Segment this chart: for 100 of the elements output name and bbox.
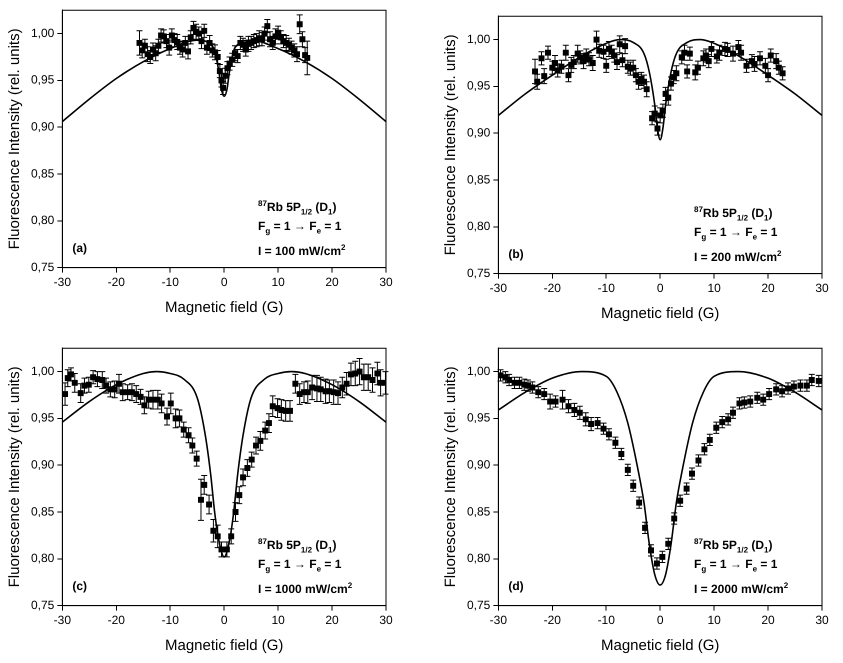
point [766,391,772,398]
x-tick-label: 20 [325,613,340,628]
x-tick-label: 20 [761,613,776,628]
point [741,400,748,406]
x-tick-label: -20 [544,613,562,628]
x-tick-label: 0 [656,281,664,296]
x-tick-label: 0 [656,613,664,628]
annotation: I = 1000 mW/cm$^{2}$ [258,580,352,598]
y-tick-label: 0,90 [30,458,55,472]
point [659,554,666,560]
y-tick-label: 0,85 [466,504,491,518]
point [760,396,766,403]
point [506,377,512,383]
annotation: F$_{g}$ = 1 → F$_{e}$ = 1 [258,218,342,238]
point [630,482,636,489]
x-tick-label: 10 [271,613,286,628]
x-axis-title: Magnetic field (G) [600,305,720,322]
x-tick-label: 30 [815,281,829,296]
point [624,466,631,473]
x-tick-label: 10 [271,275,286,290]
point [636,500,642,506]
y-tick-label: 0,80 [466,551,491,566]
point [725,416,732,422]
annotation: $^{87}$Rb 5P$_{1/2}$ (D$_{1}$) [258,198,336,216]
y-tick-label: 0,80 [30,551,55,566]
annotation: (b) [508,246,524,263]
point [582,416,589,422]
point [606,431,612,438]
x-tick-label: 0 [220,275,228,290]
annotation: F$_{g}$ = 1 → F$_{e}$ = 1 [694,224,778,244]
y-tick-label: 0,90 [30,120,55,134]
y-tick-label: 0,80 [466,219,491,234]
annotation: I = 100 mW/cm$^{2}$ [258,242,346,260]
x-tick-label: -30 [490,613,508,628]
y-tick-label: 0,95 [466,410,491,425]
annotation: I = 200 mW/cm$^{2}$ [694,248,782,266]
y-axis-title: Fluorescence Intensity (rel. units) [442,34,460,256]
x-axis-title: Magnetic field (G) [164,299,284,316]
point [804,382,810,389]
annotation: $^{87}$Rb 5P$_{1/2}$ (D$_{1}$) [694,204,772,222]
y-axis-title: Fluorescence Intensity (rel. units) [442,366,460,588]
point [706,436,713,443]
y-tick-label: 1,00 [466,364,491,378]
point [730,410,736,416]
annotation: F$_{g}$ = 1 → F$_{e}$ = 1 [694,556,778,576]
y-tick-label: 0,75 [466,598,491,612]
y-tick-label: 0,85 [466,172,491,186]
y-axis-title: Fluorescence Intensity (rel. units) [6,366,24,588]
annotation: (a) [72,240,88,257]
y-tick-label: 0,95 [30,410,55,425]
x-tick-label: -30 [54,613,72,628]
point [684,486,690,492]
y-tick-label: 1,00 [30,26,55,40]
point [790,384,797,390]
y-tick-label: 0,80 [30,213,55,228]
point [696,458,702,464]
point [571,407,578,413]
point [547,398,554,405]
annotation: (c) [72,578,88,595]
x-tick-label: 30 [379,613,393,628]
x-tick-label: -10 [598,281,616,296]
y-tick-label: 0,95 [466,78,491,93]
point [566,403,572,410]
point [654,560,660,566]
point [560,396,566,403]
x-tick-label: -20 [108,613,126,628]
point [594,420,601,426]
x-tick-label: -20 [108,275,126,290]
point [773,386,780,392]
point [588,421,594,427]
annotation: F$_{g}$ = 1 → F$_{e}$ = 1 [258,556,342,576]
x-axis-title: Magnetic field (G) [600,637,720,654]
y-tick-label: 0,75 [30,598,55,612]
y-tick-label: 0,90 [466,458,491,472]
y-axis-title: Fluorescence Intensity (rel. units) [6,28,24,250]
y-tick-label: 0,85 [30,504,55,518]
point [689,470,695,477]
x-tick-label: 30 [379,275,393,290]
point [701,446,708,452]
x-tick-label: -20 [544,281,562,296]
y-tick-label: 1,00 [30,364,55,378]
point [754,394,760,401]
annotation: I = 2000 mW/cm$^{2}$ [694,580,788,598]
point [719,419,726,426]
point [808,377,815,383]
point [535,389,542,396]
point [779,388,786,394]
point [713,424,720,431]
point [552,398,559,405]
x-tick-label: 30 [815,613,829,628]
point [797,382,804,389]
x-tick-label: 0 [220,613,228,628]
y-tick-label: 1,00 [466,32,491,46]
x-tick-label: 20 [761,281,776,296]
x-tick-label: 10 [707,613,722,628]
annotation: (d) [508,578,524,595]
y-tick-label: 0,90 [466,126,491,140]
point [600,426,607,432]
x-tick-label: -10 [598,613,616,628]
point [816,378,822,384]
